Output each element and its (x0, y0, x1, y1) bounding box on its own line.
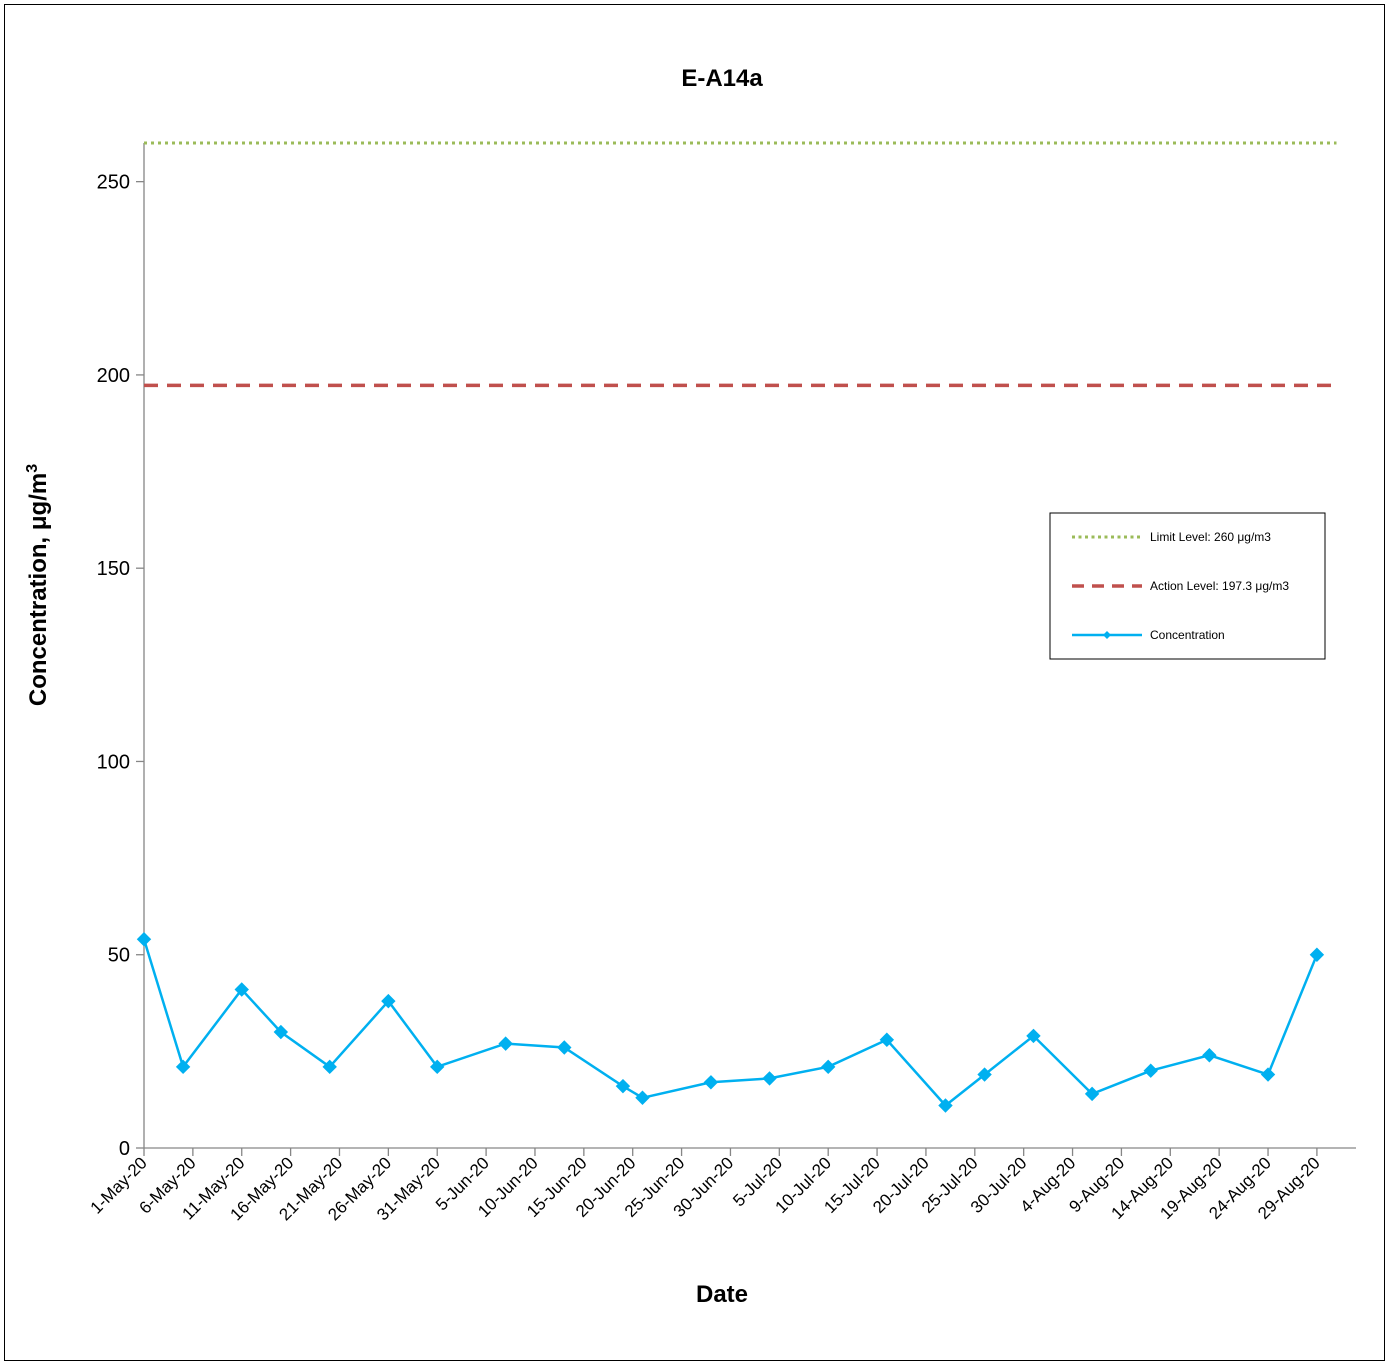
data-point (977, 1067, 992, 1082)
y-tick-label: 50 (108, 945, 130, 967)
data-point (1143, 1063, 1158, 1078)
data-point (273, 1024, 289, 1040)
chart-frame (4, 4, 1385, 1361)
data-point (1309, 947, 1325, 962)
data-point (381, 993, 396, 1009)
x-axis-title: Date (696, 1281, 748, 1308)
y-axis-title: Concentration, μg/m3 (24, 464, 52, 706)
y-axis-title-superscript: 3 (24, 464, 41, 473)
data-point (703, 1075, 719, 1090)
y-tick-label: 150 (97, 558, 130, 580)
y-axis-title-main: Concentration, μg/m (25, 473, 52, 706)
data-point (1026, 1028, 1041, 1044)
legend: Limit Level: 260 μg/m3 Action Level: 197.… (1049, 512, 1326, 660)
legend-label-0: Limit Level: 260 μg/m3 (1150, 530, 1271, 544)
data-point (234, 982, 249, 997)
data-point (498, 1036, 513, 1051)
data-point (879, 1032, 895, 1047)
data-point (1260, 1067, 1276, 1082)
y-tick-label: 200 (97, 365, 130, 387)
y-tick-label: 0 (119, 1138, 130, 1160)
plot-area: 0501001502002501-May-206-May-2011-May-20… (87, 141, 1356, 1224)
data-point (820, 1059, 836, 1075)
data-point (175, 1059, 191, 1075)
data-point (635, 1090, 650, 1105)
data-point (1084, 1086, 1100, 1102)
data-point (136, 932, 152, 947)
legend-label-2: Concentration (1150, 628, 1225, 642)
y-tick-label: 250 (97, 172, 130, 194)
chart-title: E-A14a (681, 65, 763, 92)
data-point (938, 1098, 953, 1113)
data-point (1202, 1048, 1217, 1063)
data-point (557, 1040, 572, 1055)
legend-marker (1103, 631, 1111, 639)
legend-label-1: Action Level: 197.3 μg/m3 (1150, 579, 1289, 593)
y-tick-label: 100 (97, 751, 130, 773)
series-line-2 (142, 938, 1319, 1108)
data-point (762, 1071, 777, 1086)
data-point (322, 1059, 337, 1075)
data-point (615, 1078, 631, 1094)
data-point (430, 1059, 445, 1075)
